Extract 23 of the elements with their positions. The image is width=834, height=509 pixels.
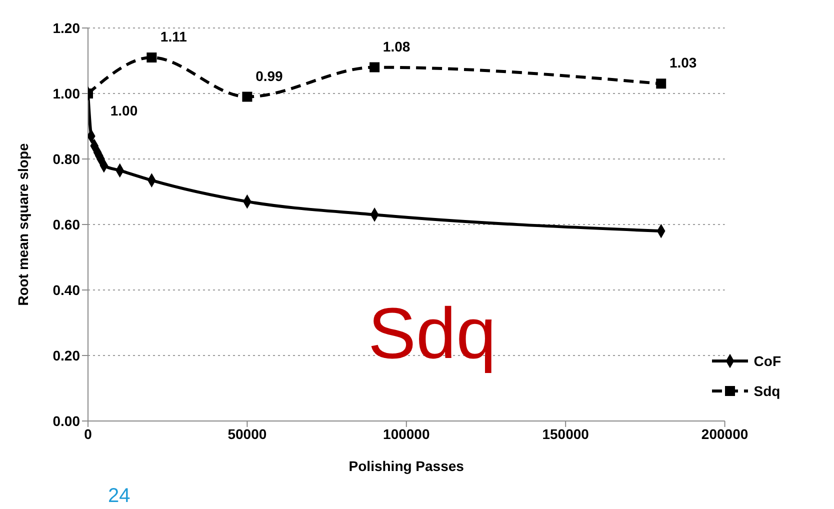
- annotation: Sdq: [368, 294, 496, 374]
- data-label: 1.11: [160, 28, 188, 44]
- data-label: 1.00: [110, 102, 138, 118]
- y-tick-label: 0.20: [52, 347, 80, 364]
- data-label: 1.03: [669, 54, 697, 71]
- data-label: 1.08: [382, 38, 410, 54]
- y-tick-label: 0.00: [52, 412, 80, 429]
- x-axis-title: Polishing Passes: [348, 458, 464, 474]
- text: 24: [108, 485, 130, 507]
- x-tick-label: 0: [84, 426, 92, 442]
- x-tick-label: 200000: [701, 426, 748, 442]
- x-tick-label: 150000: [542, 426, 590, 442]
- y-tick-label: 0.80: [52, 150, 80, 167]
- legend-label: CoF: [754, 353, 781, 369]
- y-tick-label: 0.40: [52, 282, 80, 298]
- y-tick-label: 1.20: [52, 20, 80, 36]
- x-tick-label: 100000: [383, 426, 430, 442]
- y-tick-label: 1.00: [52, 85, 80, 102]
- x-tick-label: 50000: [228, 426, 267, 442]
- y-tick-label: 0.60: [52, 216, 80, 232]
- y-axis-title: Root mean square slope: [14, 142, 31, 306]
- data-label: 0.99: [256, 68, 284, 84]
- legend-label: Sdq: [754, 383, 780, 399]
